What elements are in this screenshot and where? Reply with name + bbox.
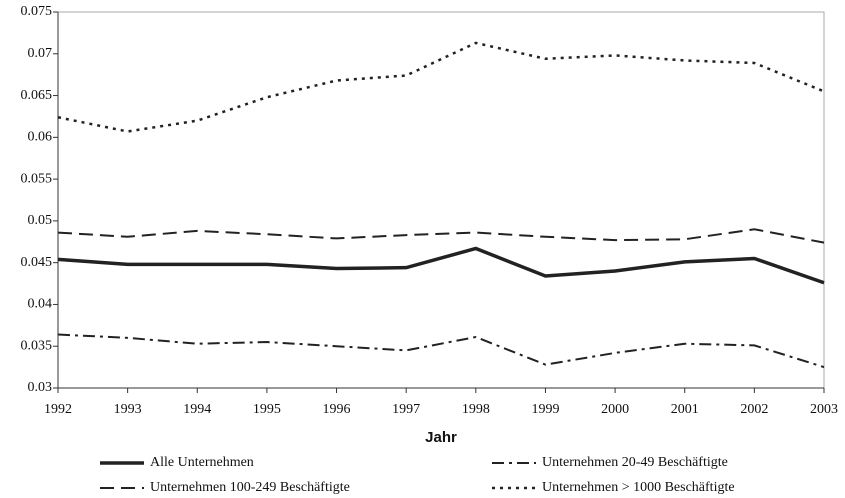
x-tick-label: 1995 bbox=[253, 402, 281, 417]
series-line bbox=[57, 333, 825, 369]
x-axis-title: Jahr bbox=[425, 429, 457, 446]
y-tick-label: 0.055 bbox=[21, 171, 53, 186]
y-tick-label: 0.045 bbox=[21, 255, 53, 270]
x-tick-label: 1993 bbox=[114, 402, 142, 417]
x-tick-label: 2003 bbox=[810, 402, 838, 417]
x-tick-label: 1994 bbox=[183, 402, 211, 417]
x-tick-label: 2000 bbox=[601, 402, 629, 417]
x-tick-label: 2001 bbox=[671, 402, 699, 417]
legend-label: Alle Unternehmen bbox=[150, 455, 254, 470]
y-tick-label: 0.07 bbox=[28, 46, 53, 61]
y-tick-label: 0.04 bbox=[28, 297, 53, 312]
x-tick-label: 1998 bbox=[462, 402, 490, 417]
legend-label: Unternehmen > 1000 Beschäftigte bbox=[542, 480, 735, 495]
x-tick-label: 1999 bbox=[531, 402, 559, 417]
y-tick-label: 0.06 bbox=[28, 130, 53, 145]
x-tick-label: 1997 bbox=[392, 402, 420, 417]
y-tick-label: 0.075 bbox=[21, 4, 53, 19]
plot-area bbox=[57, 11, 825, 389]
x-tick-label: 1996 bbox=[323, 402, 351, 417]
x-tick-label: 2002 bbox=[740, 402, 768, 417]
series-line bbox=[57, 228, 825, 244]
y-tick-label: 0.065 bbox=[21, 88, 53, 103]
legend-label: Unternehmen 20-49 Beschäftigte bbox=[542, 455, 728, 470]
series-line bbox=[57, 246, 825, 285]
y-tick-label: 0.035 bbox=[21, 338, 53, 353]
y-tick-label: 0.05 bbox=[28, 213, 53, 228]
x-tick-label: 1992 bbox=[44, 402, 72, 417]
series-line bbox=[57, 41, 825, 133]
y-tick-label: 0.03 bbox=[28, 380, 53, 395]
legend-label: Unternehmen 100-249 Beschäftigte bbox=[150, 480, 350, 495]
